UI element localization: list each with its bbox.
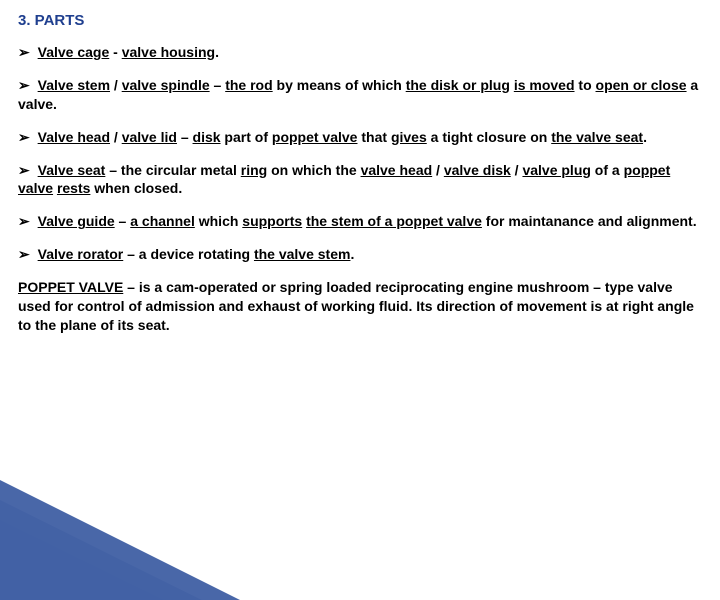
- text-run: .: [643, 129, 647, 145]
- bullet-icon: ➢: [18, 213, 34, 229]
- text-run: of a: [591, 162, 624, 178]
- text-run: –: [210, 77, 226, 93]
- text-run: the disk or plug: [406, 77, 510, 93]
- text-run: Valve rorator: [38, 246, 124, 262]
- text-run: valve disk: [444, 162, 511, 178]
- text-run: .: [350, 246, 354, 262]
- list-item: ➢ Valve stem / valve spindle – the rod b…: [18, 76, 702, 114]
- text-run: -: [109, 44, 121, 60]
- text-run: which: [195, 213, 242, 229]
- text-run: Valve head: [38, 129, 110, 145]
- text-run: –: [177, 129, 193, 145]
- text-run: /: [511, 162, 523, 178]
- text-run: the rod: [225, 77, 272, 93]
- text-run: –: [115, 213, 131, 229]
- text-run: is moved: [514, 77, 575, 93]
- list-item: ➢ Valve cage - valve housing.: [18, 43, 702, 62]
- text-run: the valve seat: [551, 129, 643, 145]
- list-item: ➢ Valve seat – the circular metal ring o…: [18, 161, 702, 199]
- text-run: to: [575, 77, 596, 93]
- text-run: ring: [241, 162, 267, 178]
- text-run: disk: [193, 129, 221, 145]
- slide-content: 3. PARTS ➢ Valve cage - valve housing.➢ …: [0, 0, 720, 335]
- text-run: gives: [391, 129, 427, 145]
- bullet-icon: ➢: [18, 129, 34, 145]
- text-run: the stem of a poppet valve: [306, 213, 482, 229]
- list-item: ➢ Valve head / valve lid – disk part of …: [18, 128, 702, 147]
- text-run: .: [215, 44, 219, 60]
- text-run: /: [110, 129, 122, 145]
- text-run: for maintanance and alignment.: [482, 213, 697, 229]
- text-run: Valve seat: [38, 162, 106, 178]
- list-item: ➢ Valve guide – a channel which supports…: [18, 212, 702, 231]
- bullet-icon: ➢: [18, 162, 34, 178]
- text-run: on which the: [267, 162, 360, 178]
- text-run: the valve stem: [254, 246, 351, 262]
- text-run: valve head: [361, 162, 433, 178]
- text-run: poppet valve: [272, 129, 358, 145]
- text-run: valve housing: [122, 44, 215, 60]
- bullet-icon: ➢: [18, 246, 34, 262]
- poppet-paragraph: POPPET VALVE – is a cam-operated or spri…: [18, 278, 702, 335]
- text-run: when closed.: [90, 180, 182, 196]
- text-run: a tight closure on: [427, 129, 551, 145]
- corner-decoration: [0, 460, 240, 600]
- list-item: ➢ Valve rorator – a device rotating the …: [18, 245, 702, 264]
- text-run: – a device rotating: [123, 246, 254, 262]
- text-run: open or close: [596, 77, 687, 93]
- text-run: valve spindle: [122, 77, 210, 93]
- text-run: that: [357, 129, 390, 145]
- text-run: by means of which: [273, 77, 406, 93]
- text-run: Valve cage: [38, 44, 110, 60]
- bullet-list: ➢ Valve cage - valve housing.➢ Valve ste…: [18, 43, 702, 264]
- text-run: part of: [221, 129, 272, 145]
- section-heading: 3. PARTS: [18, 12, 702, 29]
- text-run: – the circular metal: [105, 162, 240, 178]
- text-run: /: [432, 162, 444, 178]
- text-run: rests: [57, 180, 90, 196]
- text-run: Valve guide: [38, 213, 115, 229]
- bullet-icon: ➢: [18, 44, 34, 60]
- text-run: supports: [242, 213, 302, 229]
- text-run: valve plug: [522, 162, 590, 178]
- text-run: valve lid: [122, 129, 177, 145]
- text-run: a channel: [130, 213, 195, 229]
- text-run: Valve stem: [38, 77, 110, 93]
- bullet-icon: ➢: [18, 77, 34, 93]
- text-run: /: [110, 77, 122, 93]
- text-run: POPPET VALVE: [18, 279, 123, 295]
